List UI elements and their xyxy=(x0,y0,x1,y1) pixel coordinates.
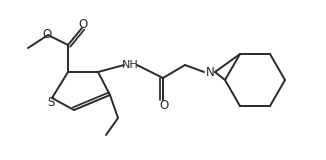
Text: NH: NH xyxy=(122,60,138,70)
Text: O: O xyxy=(78,17,88,31)
Text: O: O xyxy=(42,28,52,40)
Text: O: O xyxy=(159,99,169,112)
Text: S: S xyxy=(47,96,55,108)
Text: N: N xyxy=(206,65,215,79)
